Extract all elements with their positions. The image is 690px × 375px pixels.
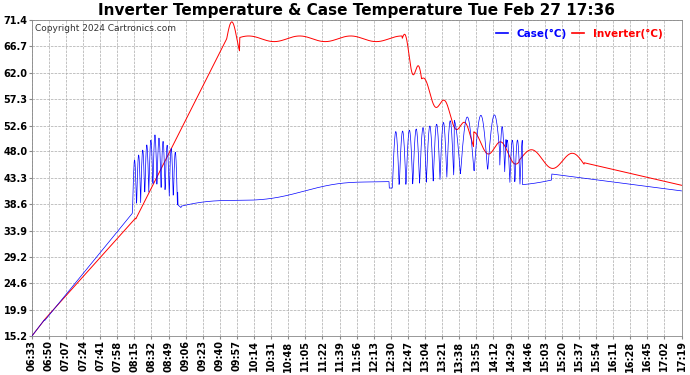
Title: Inverter Temperature & Case Temperature Tue Feb 27 17:36: Inverter Temperature & Case Temperature …: [98, 3, 615, 18]
Legend: Case(°C), Inverter(°C): Case(°C), Inverter(°C): [491, 25, 667, 43]
Text: Copyright 2024 Cartronics.com: Copyright 2024 Cartronics.com: [35, 24, 176, 33]
